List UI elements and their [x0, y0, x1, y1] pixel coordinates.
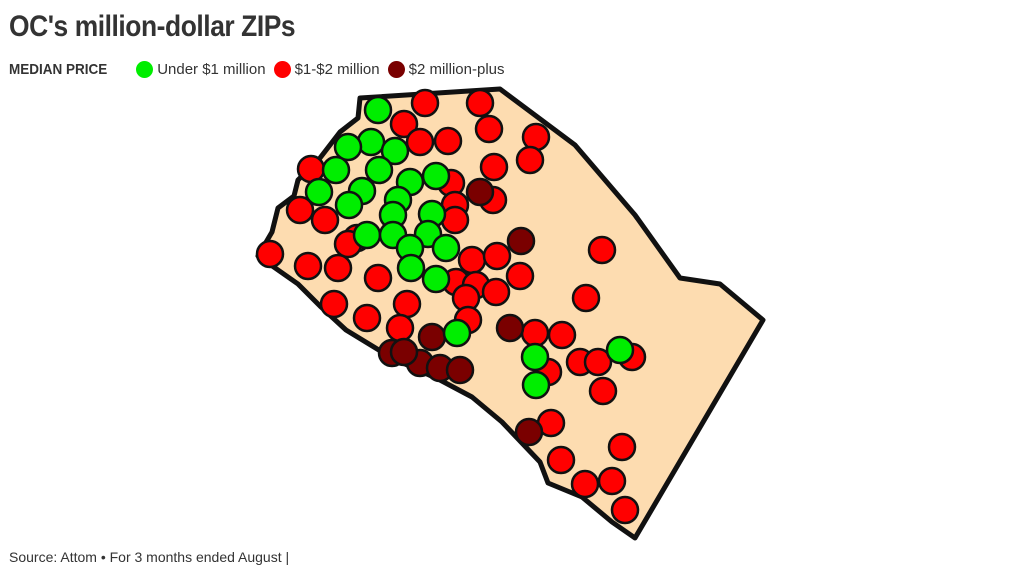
zip-marker-1-2m[interactable] [385, 313, 415, 343]
zip-marker-1-2m[interactable] [547, 320, 577, 350]
zip-marker-over-2m[interactable] [465, 177, 495, 207]
legend-item-label: $1-$2 million [294, 61, 380, 78]
zip-marker-1-2m[interactable] [587, 235, 617, 265]
zip-marker-1-2m[interactable] [479, 152, 509, 182]
zip-marker-under-1m[interactable] [352, 220, 382, 250]
legend-item-label: $2 million-plus [408, 61, 505, 78]
zip-marker-1-2m[interactable] [571, 283, 601, 313]
zip-marker-1-2m[interactable] [515, 145, 545, 175]
zip-marker-under-1m[interactable] [380, 136, 410, 166]
legend-item-under-1m: Under $1 million [136, 61, 266, 78]
zip-marker-1-2m[interactable] [465, 88, 495, 118]
zip-marker-under-1m[interactable] [363, 95, 393, 125]
zip-marker-1-2m[interactable] [570, 469, 600, 499]
zip-marker-1-2m[interactable] [505, 261, 535, 291]
zip-marker-1-2m[interactable] [546, 445, 576, 475]
legend-item-over-2m: $2 million-plus [387, 61, 505, 78]
zip-marker-under-1m[interactable] [605, 335, 635, 365]
zip-marker-1-2m[interactable] [389, 109, 419, 139]
zip-marker-1-2m[interactable] [310, 205, 340, 235]
zip-marker-under-1m[interactable] [356, 127, 386, 157]
zip-markers [255, 88, 647, 525]
zip-marker-over-2m[interactable] [445, 355, 475, 385]
zip-marker-1-2m[interactable] [285, 195, 315, 225]
zip-marker-under-1m[interactable] [334, 190, 364, 220]
zip-marker-1-2m[interactable] [433, 126, 463, 156]
zip-marker-under-1m[interactable] [396, 253, 426, 283]
zip-marker-1-2m[interactable] [323, 253, 353, 283]
zip-marker-over-2m[interactable] [389, 337, 419, 367]
zip-marker-under-1m[interactable] [520, 342, 550, 372]
zip-marker-1-2m[interactable] [255, 239, 285, 269]
zip-marker-1-2m[interactable] [293, 251, 323, 281]
zip-marker-1-2m[interactable] [474, 114, 504, 144]
legend-item-label: Under $1 million [157, 61, 266, 78]
zip-marker-under-1m[interactable] [521, 370, 551, 400]
zip-marker-under-1m[interactable] [304, 177, 334, 207]
zip-marker-over-2m[interactable] [514, 417, 544, 447]
zip-marker-under-1m[interactable] [442, 318, 472, 348]
legend: MEDIAN PRICE Under $1 million $1-$2 mill… [9, 61, 513, 78]
zip-marker-1-2m[interactable] [481, 277, 511, 307]
legend-swatch-green [136, 61, 154, 78]
zip-marker-under-1m[interactable] [431, 233, 461, 263]
zip-marker-1-2m[interactable] [607, 432, 637, 462]
zip-marker-1-2m[interactable] [405, 127, 435, 157]
zip-marker-under-1m[interactable] [321, 155, 351, 185]
legend-item-1-2m: $1-$2 million [273, 61, 380, 78]
legend-swatch-red [273, 61, 291, 78]
zip-marker-over-2m[interactable] [417, 322, 447, 352]
chart-title: OC's million-dollar ZIPs [9, 10, 296, 43]
zip-marker-1-2m[interactable] [410, 88, 440, 118]
zip-marker-1-2m[interactable] [482, 241, 512, 271]
zip-marker-1-2m[interactable] [457, 245, 487, 275]
zip-marker-1-2m[interactable] [319, 289, 349, 319]
source-note: Source: Attom • For 3 months ended Augus… [9, 549, 290, 565]
zip-marker-1-2m[interactable] [610, 495, 640, 525]
zip-marker-under-1m[interactable] [421, 161, 451, 191]
zip-marker-1-2m[interactable] [597, 466, 627, 496]
zip-marker-1-2m[interactable] [583, 347, 613, 377]
zip-marker-1-2m[interactable] [520, 318, 550, 348]
legend-label: MEDIAN PRICE [9, 61, 108, 78]
zip-marker-1-2m[interactable] [363, 263, 393, 293]
zip-marker-1-2m[interactable] [588, 376, 618, 406]
zip-marker-over-2m[interactable] [495, 313, 525, 343]
zip-marker-1-2m[interactable] [352, 303, 382, 333]
zip-marker-under-1m[interactable] [364, 155, 394, 185]
zip-marker-under-1m[interactable] [333, 132, 363, 162]
legend-swatch-darkred [387, 61, 405, 78]
zip-marker-under-1m[interactable] [421, 264, 451, 294]
zip-marker-1-2m[interactable] [392, 289, 422, 319]
zip-marker-over-2m[interactable] [506, 226, 536, 256]
